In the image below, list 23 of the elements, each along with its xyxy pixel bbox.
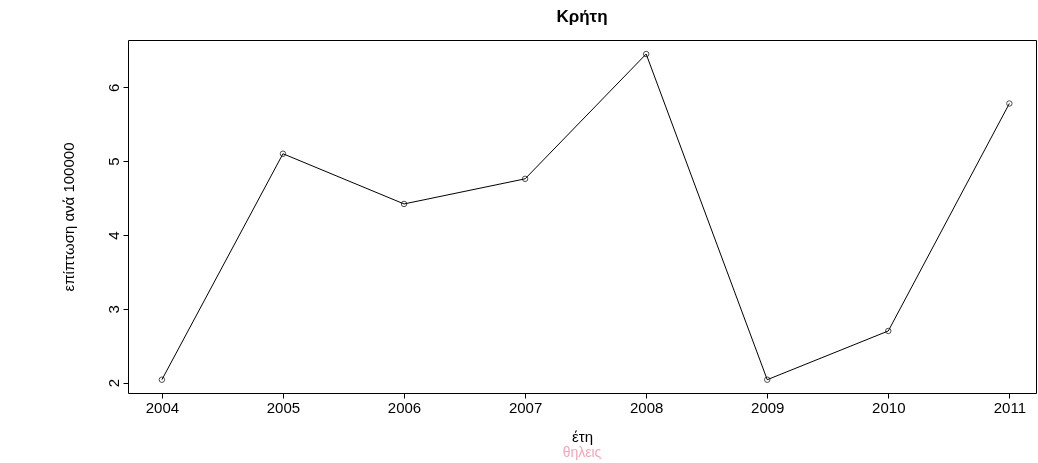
x-tick-label: 2005: [266, 398, 301, 416]
x-tick-label: 2004: [145, 398, 180, 416]
y-tick-label: 6: [104, 83, 122, 92]
x-tick-label: 2009: [751, 398, 785, 416]
point: [642, 50, 650, 58]
x-tick-label: 2010: [872, 398, 906, 416]
y-tick-label: 5: [104, 157, 122, 166]
y-tick-label: 3: [104, 305, 122, 314]
y-tick-label: 2: [104, 378, 122, 388]
y-axis-title: επίπτωση ανά 100000: [59, 142, 77, 292]
x-tick-label: 2007: [508, 398, 543, 416]
point: [400, 200, 408, 208]
point: [885, 327, 892, 335]
point: [521, 175, 529, 183]
point: [279, 150, 287, 157]
y-tick-label: 4: [104, 231, 122, 240]
chart-title: Κρήτη: [556, 7, 608, 26]
x-axis-title: έτη: [572, 427, 593, 445]
x-tick-label: 2006: [387, 398, 422, 416]
text: θηλεις: [561, 444, 603, 460]
x-tick-label: 2008: [629, 398, 664, 416]
x-tick-label: 2011: [993, 398, 1026, 416]
point: [763, 376, 771, 383]
